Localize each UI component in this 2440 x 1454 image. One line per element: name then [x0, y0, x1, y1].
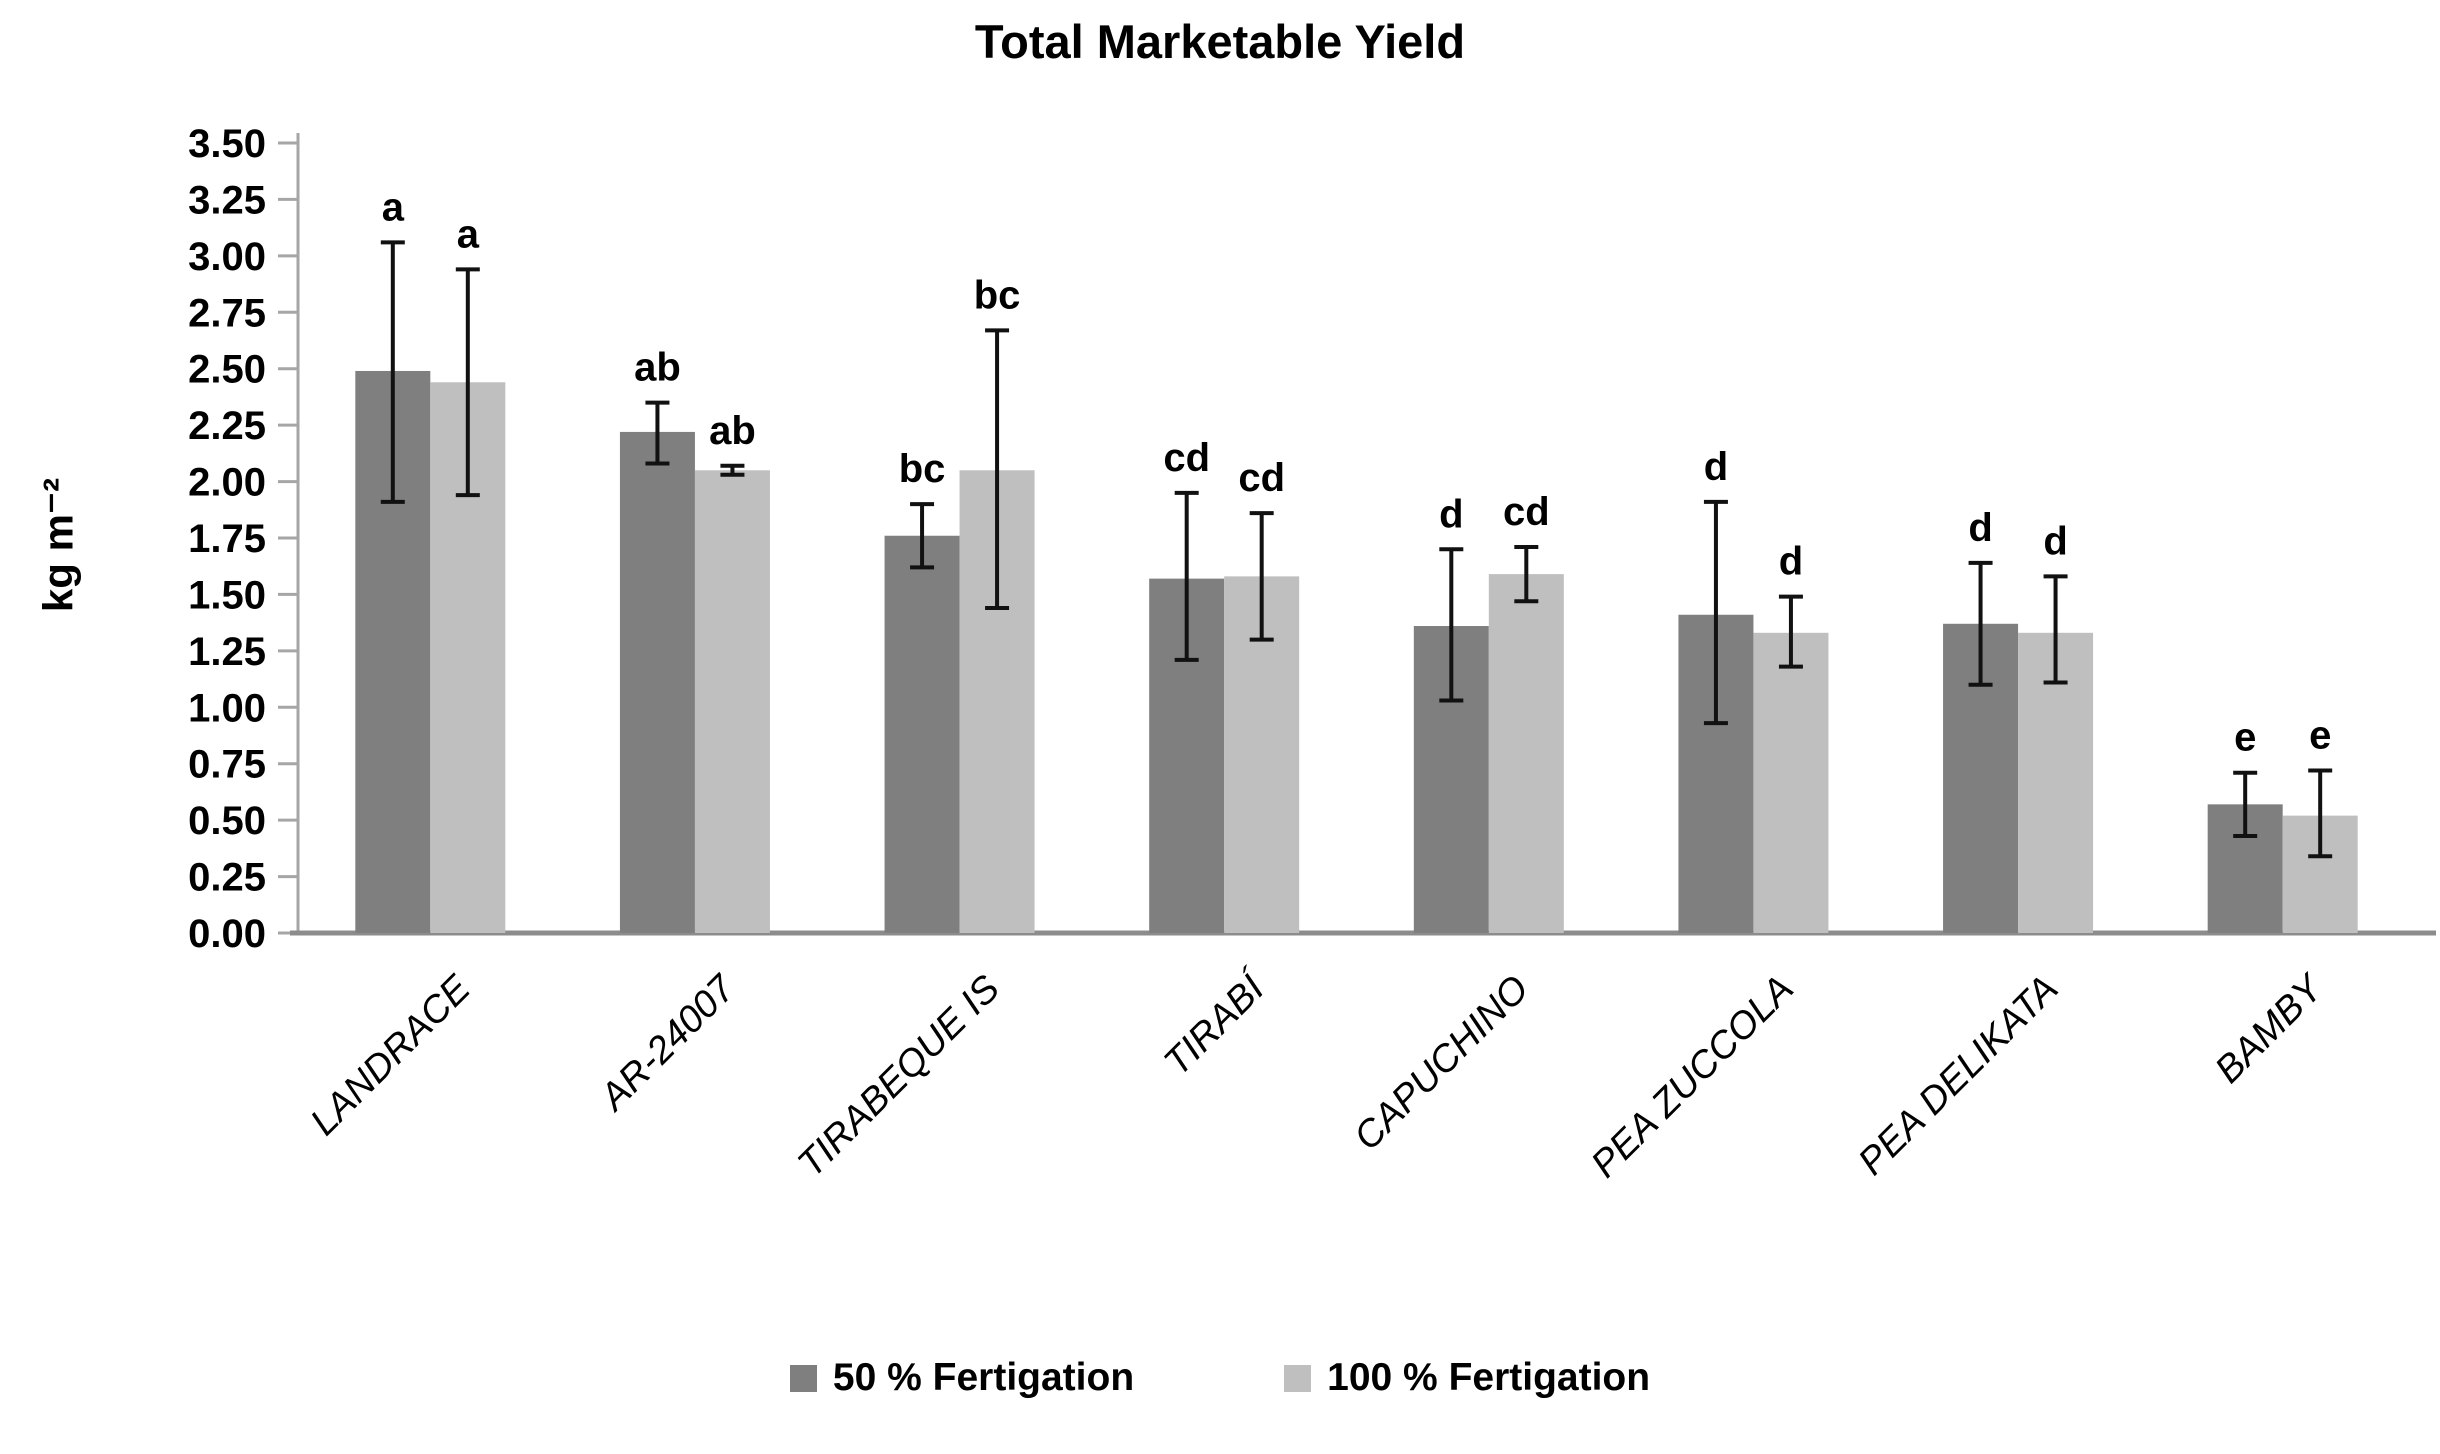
sig-letter: ab — [634, 346, 681, 390]
x-tick-label: AR-24007 — [591, 966, 744, 1119]
y-tick-label: 0.75 — [188, 743, 266, 787]
y-tick-label: 2.25 — [188, 404, 266, 448]
y-tick-label: 1.50 — [188, 573, 266, 617]
y-tick-label: 0.50 — [188, 799, 266, 843]
y-tick-label: 3.00 — [188, 235, 266, 279]
legend-swatch-50-icon — [789, 1364, 817, 1392]
legend-label-50: 50 % Fertigation — [832, 1356, 1135, 1399]
x-tick-label: PEA ZUCCOLA — [1583, 968, 1801, 1186]
bar — [694, 470, 770, 933]
sig-letter: a — [382, 185, 405, 229]
bar — [619, 431, 695, 933]
legend-item-100-fertigation: 100 % Fertigation — [1284, 1356, 1650, 1400]
legend-swatch-100-icon — [1284, 1364, 1312, 1392]
y-tick-label: 3.50 — [188, 122, 266, 166]
legend-label-100: 100 % Fertigation — [1327, 1356, 1651, 1399]
y-tick-label: 0.00 — [188, 912, 266, 956]
y-tick-label: 2.00 — [188, 461, 266, 505]
chart-legend: 50 % Fertigation 100 % Fertigation — [0, 1356, 2440, 1400]
bar — [1753, 632, 1829, 933]
x-tick-label: CAPUCHINO — [1346, 968, 1537, 1159]
sig-letter: cd — [1503, 490, 1550, 534]
y-tick-label: 1.00 — [188, 686, 266, 730]
y-tick-label: 1.25 — [188, 630, 266, 674]
x-tick-label: LANDRACE — [303, 967, 479, 1143]
y-tick-label: 2.50 — [188, 348, 266, 392]
x-tick-label: TIRABÍ — [1156, 963, 1277, 1084]
sig-letter: cd — [1163, 436, 1210, 480]
x-tick-label: TIRABEQUE IS — [790, 968, 1008, 1186]
bar — [1488, 574, 1564, 933]
y-axis-title: kg m⁻² — [34, 477, 82, 613]
y-tick-label: 1.75 — [188, 517, 266, 561]
sig-letter: e — [2309, 713, 2331, 757]
sig-letter: d — [1968, 506, 1992, 550]
chart-plot-area: 0.00 0.25 0.50 0.75 1.00 1.25 1.50 1.75 2.00 2.25… — [188, 122, 2436, 1186]
x-tick-label: PEA DELIKATA — [1851, 968, 2067, 1184]
chart-title: Total Marketable Yield — [974, 15, 1466, 68]
sig-letter: d — [1439, 492, 1463, 536]
y-tick-label: 3.25 — [188, 178, 266, 222]
y-tick-label: 0.25 — [188, 856, 266, 900]
legend-item-50-fertigation: 50 % Fertigation — [789, 1356, 1135, 1400]
sig-letter: d — [1779, 540, 1803, 584]
sig-letter: bc — [899, 447, 946, 491]
sig-letter: d — [2043, 519, 2067, 563]
sig-letter: a — [457, 212, 480, 256]
bar — [884, 535, 960, 933]
sig-letter: bc — [974, 273, 1021, 317]
sig-letter: e — [2234, 716, 2256, 760]
sig-letter: d — [1704, 445, 1728, 489]
sig-letter: ab — [709, 409, 756, 453]
y-tick-label: 2.75 — [188, 291, 266, 335]
x-tick-label: BAMBY — [2207, 966, 2333, 1092]
sig-letter: cd — [1238, 456, 1285, 500]
